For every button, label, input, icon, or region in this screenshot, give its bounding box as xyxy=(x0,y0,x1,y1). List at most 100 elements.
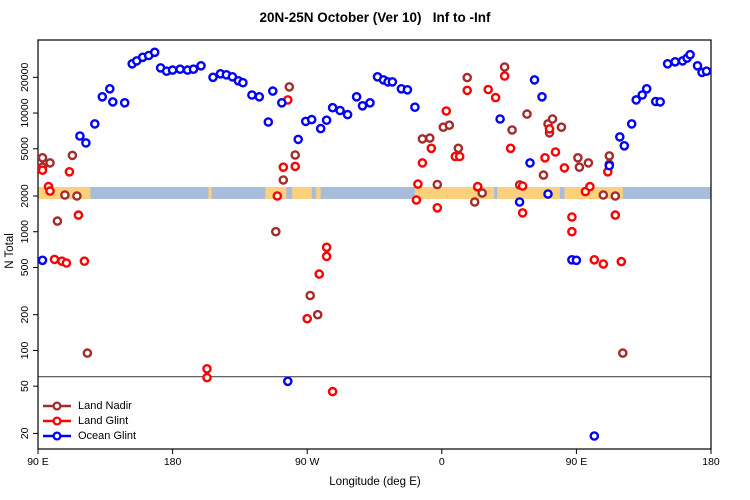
data-point xyxy=(573,152,583,163)
data-point xyxy=(75,131,85,141)
y-tick-label: 20000 xyxy=(19,63,31,92)
y-axis-label: N Total xyxy=(4,233,16,269)
data-point xyxy=(604,151,615,161)
data-point xyxy=(432,202,443,213)
x-tick-label: 180 xyxy=(702,456,720,468)
legend-label: Land Nadir xyxy=(78,400,132,412)
data-point xyxy=(387,77,398,87)
data-point xyxy=(105,84,115,94)
legend-item-land-glint: Land Glint xyxy=(42,414,136,428)
data-point xyxy=(454,151,465,162)
land-band-segment xyxy=(292,187,312,199)
data-point xyxy=(589,431,600,441)
data-point xyxy=(574,162,585,172)
legend: Land Nadir Land Glint Ocean Glint xyxy=(42,399,136,443)
data-point xyxy=(263,117,274,127)
x-tick-label: 90 E xyxy=(27,456,49,468)
data-point xyxy=(604,160,615,171)
data-point xyxy=(567,226,577,237)
legend-label: Land Glint xyxy=(78,415,129,427)
data-point xyxy=(312,309,323,320)
data-point xyxy=(327,102,338,113)
chart-title: 20N-25N October (Ver 10) Inf to -Inf xyxy=(259,10,491,25)
y-tick-label: 100 xyxy=(19,342,31,360)
data-point xyxy=(357,101,368,111)
data-point xyxy=(270,226,281,237)
data-point xyxy=(432,179,443,190)
data-point xyxy=(472,181,483,192)
data-point xyxy=(90,119,100,129)
data-point xyxy=(302,313,313,324)
data-point xyxy=(589,254,600,265)
y-tick-label: 500 xyxy=(19,259,31,277)
data-point xyxy=(441,106,452,116)
data-point xyxy=(81,138,91,148)
data-point xyxy=(402,85,413,95)
data-point xyxy=(247,90,257,100)
legend-label: Ocean Glint xyxy=(78,430,137,442)
data-point xyxy=(490,92,501,103)
data-point xyxy=(662,59,673,69)
data-point xyxy=(411,195,422,205)
data-point xyxy=(598,259,609,269)
data-point xyxy=(238,77,248,88)
data-point xyxy=(276,98,287,108)
data-point xyxy=(278,162,289,172)
data-points xyxy=(38,47,711,441)
data-point xyxy=(615,132,625,142)
data-point xyxy=(499,62,510,72)
x-axis-label: Longitude (deg E) xyxy=(329,476,421,488)
data-point xyxy=(188,64,199,74)
data-point xyxy=(64,166,75,177)
data-point xyxy=(670,57,680,67)
data-point xyxy=(571,255,582,266)
data-point xyxy=(306,114,317,125)
data-point xyxy=(426,143,437,154)
data-point xyxy=(543,189,553,199)
data-point xyxy=(167,65,178,75)
legend-marker xyxy=(43,431,71,441)
data-point xyxy=(67,150,78,161)
data-point xyxy=(598,190,609,200)
x-tick-label: 0 xyxy=(439,456,445,468)
data-point xyxy=(314,269,325,279)
data-point xyxy=(45,186,55,196)
data-point xyxy=(335,105,345,116)
data-point xyxy=(79,256,90,267)
land-band-segment xyxy=(316,187,321,199)
data-point xyxy=(254,92,265,102)
data-point xyxy=(108,97,118,107)
data-point xyxy=(626,119,637,129)
data-point xyxy=(517,181,528,191)
legend-marker xyxy=(43,401,71,411)
data-point xyxy=(61,258,72,268)
y-tick-label: 1000 xyxy=(19,220,31,244)
data-point xyxy=(202,363,212,374)
data-point xyxy=(284,82,295,92)
y-tick-label: 10000 xyxy=(19,98,31,127)
x-tick-label: 90 E xyxy=(566,456,588,468)
data-point xyxy=(97,92,108,102)
data-point xyxy=(559,163,570,173)
data-point xyxy=(517,208,528,218)
data-point xyxy=(550,147,561,157)
data-point xyxy=(469,197,480,207)
data-point xyxy=(119,98,130,108)
data-point xyxy=(321,115,332,125)
data-point xyxy=(495,114,505,124)
data-point xyxy=(514,197,525,207)
x-tick-label: 180 xyxy=(164,456,182,468)
data-point xyxy=(585,181,595,192)
land-band-segment xyxy=(208,187,212,199)
data-point xyxy=(72,191,82,201)
data-point xyxy=(45,158,55,168)
data-point xyxy=(453,143,464,154)
land-band-segment xyxy=(564,187,623,199)
data-point xyxy=(424,133,435,143)
data-point xyxy=(701,66,711,76)
data-point xyxy=(540,152,550,163)
legend-marker xyxy=(43,416,71,426)
data-point xyxy=(567,212,577,222)
data-point xyxy=(342,109,353,120)
